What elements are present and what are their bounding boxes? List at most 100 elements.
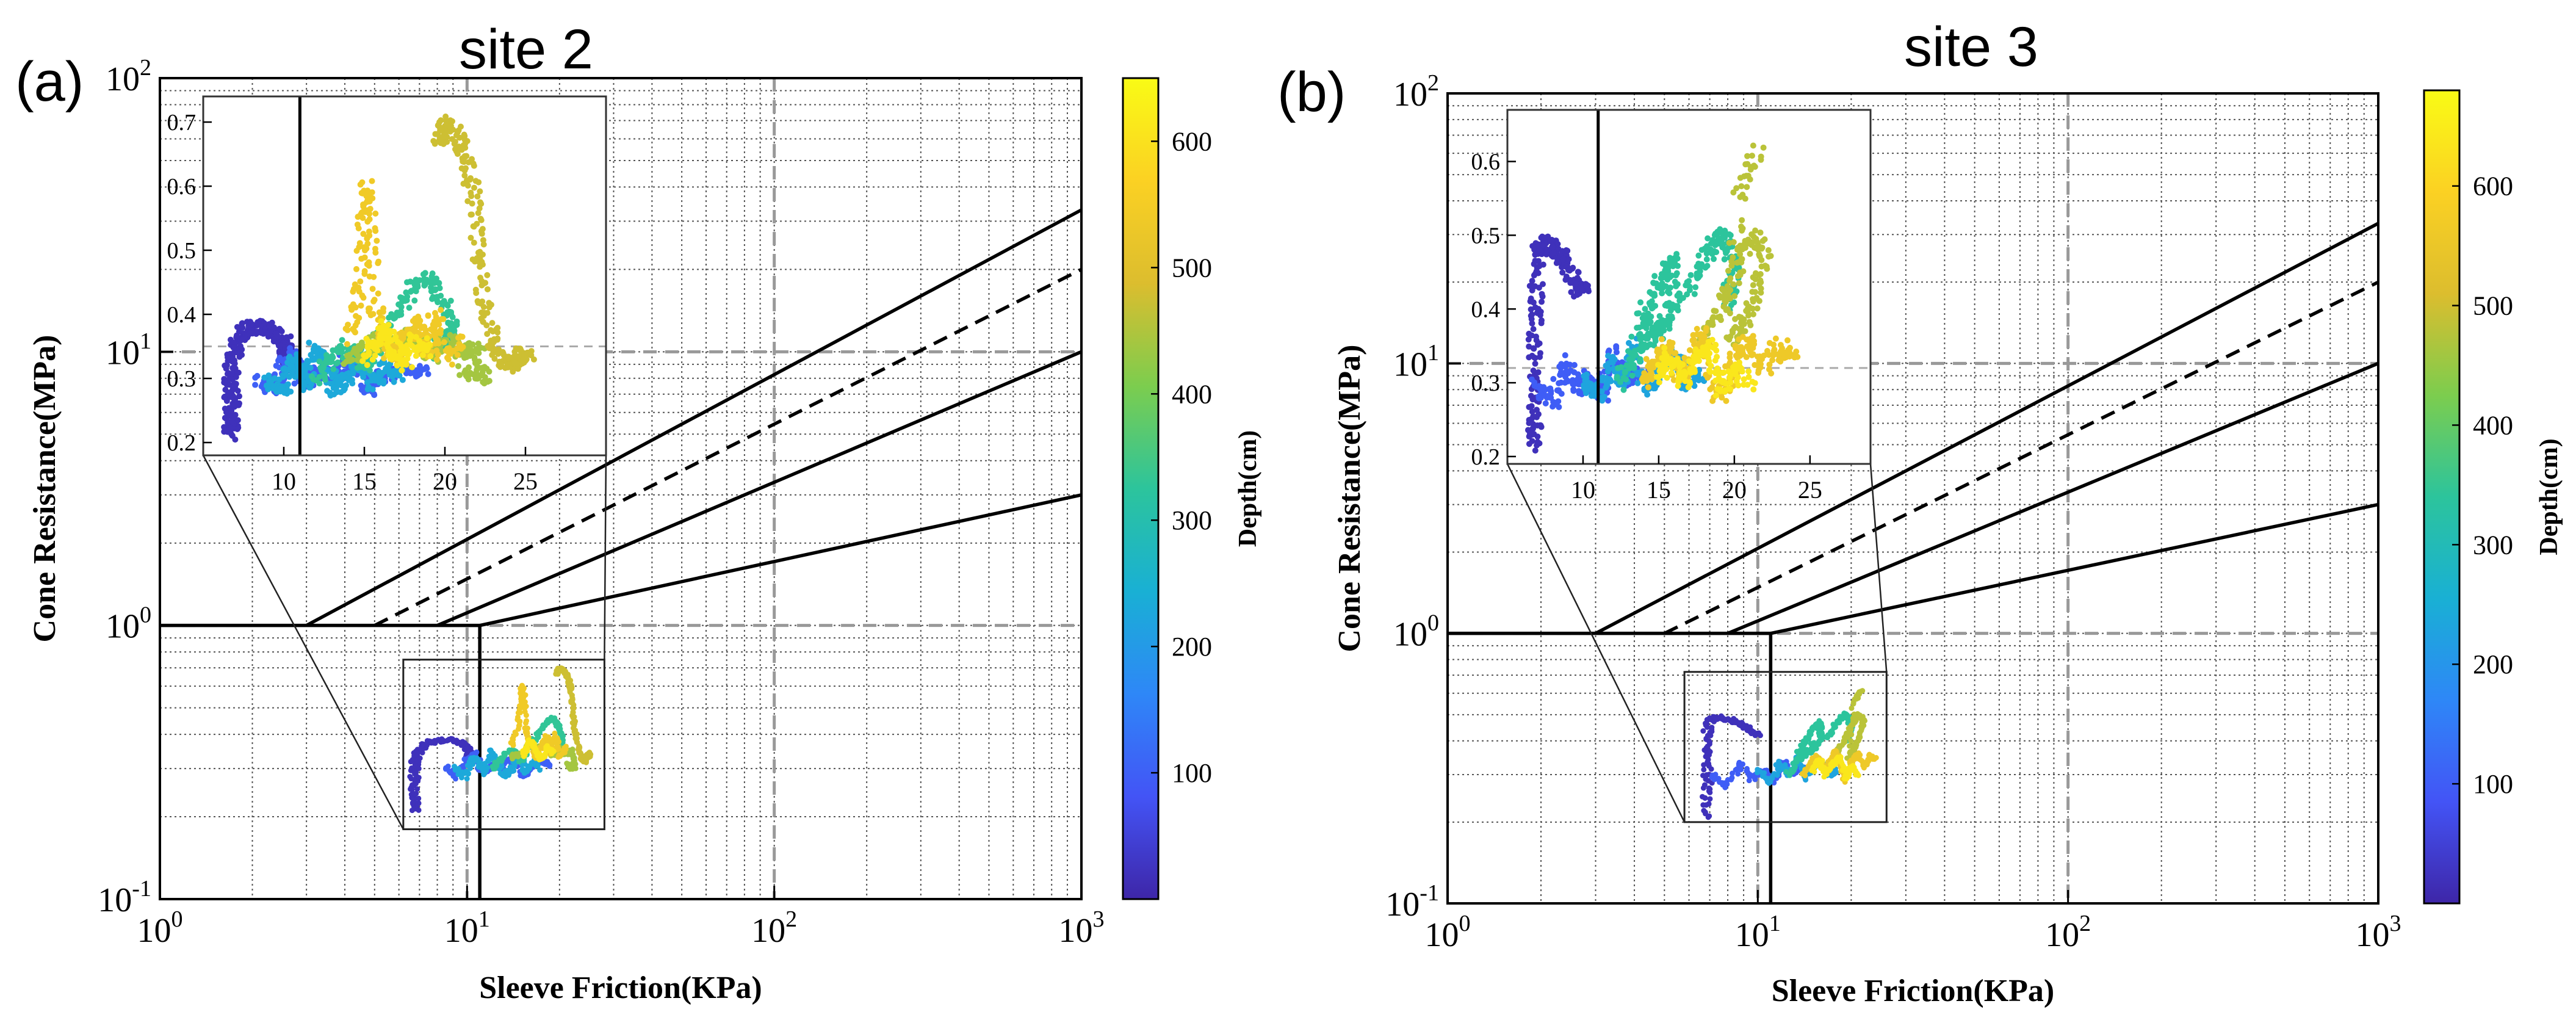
inset-data-point bbox=[283, 372, 289, 378]
y-tick-label: 101 bbox=[1393, 340, 1439, 383]
inset-data-point bbox=[345, 322, 351, 328]
data-point bbox=[564, 761, 569, 766]
inset-data-point bbox=[1722, 256, 1728, 262]
inset-data-point bbox=[430, 325, 436, 331]
inset-data-point bbox=[1667, 257, 1673, 263]
inset-data-point bbox=[399, 304, 405, 310]
y-tick-label-base: 10 bbox=[106, 334, 140, 372]
inset-data-point bbox=[436, 321, 442, 327]
inset-data-point bbox=[409, 364, 415, 371]
inset-data-point bbox=[1534, 439, 1540, 445]
data-point bbox=[416, 808, 422, 813]
inset-data-point bbox=[1550, 376, 1556, 382]
inset-data-point bbox=[370, 344, 376, 350]
inset-data-point bbox=[425, 345, 431, 351]
inset-data-point bbox=[1543, 400, 1549, 407]
data-point bbox=[523, 720, 529, 726]
inset-data-point bbox=[1570, 379, 1576, 385]
data-point bbox=[464, 776, 470, 781]
inset-data-point bbox=[1637, 356, 1643, 362]
inset-data-point bbox=[450, 340, 456, 346]
main-scatter bbox=[407, 665, 593, 813]
inset-data-point bbox=[359, 371, 366, 377]
inset-data-point bbox=[1633, 352, 1639, 358]
inset-y-tick-label: 0.5 bbox=[167, 238, 197, 264]
inset-data-point bbox=[1564, 368, 1570, 374]
inset-data-point bbox=[1564, 248, 1570, 254]
x-tick-label: 102 bbox=[2045, 911, 2091, 954]
inset-data-point bbox=[360, 201, 366, 208]
data-point bbox=[1758, 732, 1763, 738]
inset-data-point bbox=[469, 156, 475, 162]
inset-data-point bbox=[391, 379, 397, 385]
data-point bbox=[1700, 728, 1706, 734]
inset-data-point bbox=[1642, 342, 1648, 348]
inset-data-point bbox=[1698, 261, 1705, 267]
inset-data-point bbox=[364, 261, 370, 267]
inset-data-point bbox=[1651, 292, 1658, 298]
data-point bbox=[1736, 761, 1742, 767]
inset-data-point bbox=[1719, 230, 1725, 236]
data-point bbox=[1706, 717, 1711, 722]
inset-data-point bbox=[1674, 270, 1680, 277]
inset-data-point bbox=[453, 132, 460, 139]
inset-data-point bbox=[388, 328, 394, 334]
inset-data-point bbox=[1695, 253, 1701, 259]
inset-data-point bbox=[414, 281, 420, 287]
inset-data-point bbox=[433, 286, 439, 292]
inset-data-point bbox=[1539, 291, 1545, 297]
inset-data-point bbox=[1688, 272, 1694, 278]
inset-data-point bbox=[1747, 251, 1753, 257]
inset-data-point bbox=[366, 384, 372, 390]
inset-data-point bbox=[1721, 288, 1727, 294]
y-tick-label-base: 10 bbox=[1393, 76, 1427, 114]
inset-data-point bbox=[1642, 306, 1648, 312]
inset-data-point bbox=[1634, 311, 1640, 317]
inset-data-point bbox=[330, 366, 336, 372]
inset-data-point bbox=[1638, 348, 1644, 354]
inset-data-point bbox=[477, 205, 483, 211]
inset-data-point bbox=[252, 375, 258, 381]
inset-data-point bbox=[460, 334, 466, 340]
inset-data-point bbox=[1538, 309, 1544, 315]
y-axis-label: Cone Resistance(MPa) bbox=[27, 335, 62, 643]
inset-data-point bbox=[420, 271, 427, 277]
inset-data-point bbox=[419, 344, 425, 350]
inset-data-point bbox=[225, 354, 231, 360]
inset-data-point bbox=[399, 367, 405, 374]
inset-data-point bbox=[448, 298, 454, 304]
inset-data-point bbox=[377, 380, 383, 386]
inset-y-tick-label: 0.3 bbox=[167, 366, 197, 392]
inset-data-point bbox=[1526, 331, 1532, 337]
inset-data-point bbox=[438, 307, 444, 313]
x-tick-label: 100 bbox=[1424, 911, 1470, 954]
inset-data-point bbox=[339, 382, 345, 388]
inset-data-point bbox=[478, 228, 485, 234]
data-point bbox=[459, 775, 464, 780]
inset-data-point bbox=[302, 369, 308, 375]
inset-data-point bbox=[511, 360, 518, 366]
inset-data-point bbox=[1660, 275, 1666, 281]
inset-data-point bbox=[285, 381, 291, 388]
panel-label: (a) bbox=[15, 51, 84, 113]
inset-data-point bbox=[265, 372, 272, 378]
inset-data-point bbox=[232, 384, 238, 390]
data-point bbox=[1701, 767, 1706, 772]
inset-data-point bbox=[334, 360, 341, 366]
inset-data-point bbox=[513, 345, 519, 352]
x-tick-label-base: 10 bbox=[1735, 916, 1769, 954]
inset-data-point bbox=[520, 357, 526, 363]
y-tick-label-base: 10 bbox=[98, 881, 132, 919]
inset-data-point bbox=[1675, 281, 1681, 287]
inset-data-point bbox=[275, 333, 281, 339]
inset-data-point bbox=[1719, 244, 1725, 250]
inset-data-point bbox=[467, 175, 474, 181]
inset-data-point bbox=[467, 212, 474, 218]
inset-data-point bbox=[424, 366, 430, 372]
inset-data-point bbox=[222, 405, 228, 411]
inset-data-point bbox=[370, 311, 376, 317]
x-tick-label-base: 10 bbox=[1058, 912, 1092, 950]
x-tick-label: 101 bbox=[444, 906, 490, 950]
x-tick-label-exp: 2 bbox=[2079, 911, 2091, 936]
inset-data-point bbox=[1531, 326, 1537, 332]
